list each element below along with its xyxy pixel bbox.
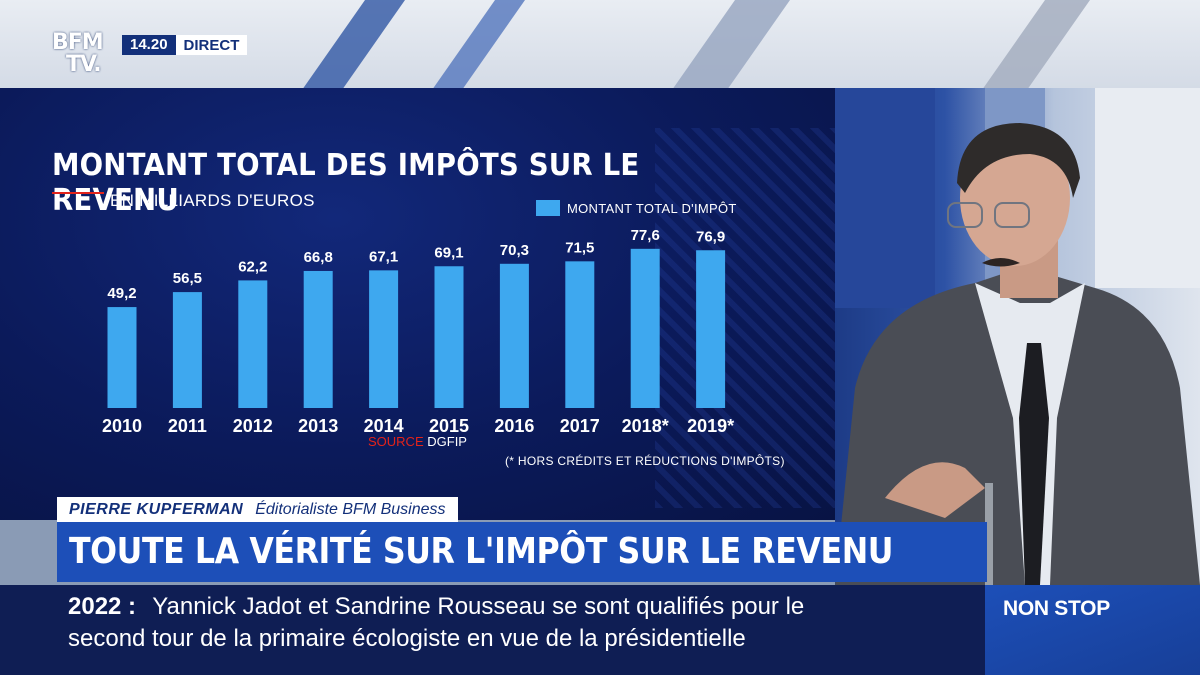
clock-time: 14.20 <box>122 35 176 55</box>
x-tick-label: 2011 <box>168 416 207 436</box>
value-label: 67,1 <box>369 248 398 265</box>
chart-panel: MONTANT TOTAL DES IMPÔTS SUR LE REVENU E… <box>0 88 835 520</box>
guest-name-strap: PIERRE KUPFERMAN Éditorialiste BFM Busin… <box>57 497 458 522</box>
chart-source: SOURCE DGFIP <box>368 434 467 449</box>
chart-subtitle: EN MILLIARDS D'EUROS <box>110 191 315 210</box>
guest-name: PIERRE KUPFERMAN <box>69 500 244 518</box>
ticker-text-1: Yannick Jadot et Sandrine Rousseau se so… <box>152 593 805 620</box>
bar-2018 <box>630 248 660 408</box>
value-label: 62,2 <box>238 258 267 275</box>
x-tick-label: 2015 <box>429 416 469 436</box>
live-clock-badge: 14.20 DIRECT <box>122 35 248 55</box>
chart-footnote: (* HORS CRÉDITS ET RÉDUCTIONS D'IMPÔTS) <box>505 454 785 468</box>
guest-video-feed <box>835 88 1200 585</box>
decorative-pattern <box>655 128 835 508</box>
news-ticker: 2022 : Yannick Jadot et Sandrine Roussea… <box>0 585 985 675</box>
bar-2012 <box>238 280 268 408</box>
bar-2015 <box>434 266 464 408</box>
bar-2013 <box>303 270 333 408</box>
bar-chart-svg: 49,2 2010 56,5 2011 62,2 2012 66,8 2013 67,1 2014… <box>102 227 734 436</box>
program-tag-box: NON STOP <box>985 585 1200 675</box>
headline-text: TOUTE LA VÉRITÉ SUR L'IMPÔT SUR LE REVEN… <box>69 531 894 572</box>
bar-2011 <box>172 292 202 408</box>
value-label: 77,6 <box>631 227 660 244</box>
value-label: 56,5 <box>173 270 202 287</box>
legend-label: MONTANT TOTAL D'IMPÔT <box>567 200 737 216</box>
program-tag: NON STOP <box>1003 597 1110 620</box>
bar-2019 <box>696 250 726 408</box>
value-label: 49,2 <box>107 285 136 302</box>
logo-line-2: TV. <box>66 52 102 77</box>
ticker-tag: 2022 : <box>68 593 137 620</box>
source-label: SOURCE <box>368 434 424 449</box>
bar-2014 <box>369 270 399 408</box>
x-tick-label: 2013 <box>298 416 338 436</box>
live-label: DIRECT <box>183 36 240 54</box>
ticker-line-2: second tour de la primaire écologiste en… <box>68 625 746 652</box>
value-label: 76,9 <box>696 228 725 245</box>
chart-title: MONTANT TOTAL DES IMPÔTS SUR LE REVENU <box>52 148 640 218</box>
x-tick-label: 2014 <box>364 416 404 436</box>
x-tick-label: 2019* <box>687 416 734 436</box>
source-name: DGFIP <box>427 434 467 449</box>
bar-2017 <box>565 261 595 408</box>
value-label: 71,5 <box>565 239 594 256</box>
chart-legend: MONTANT TOTAL D'IMPÔT <box>536 200 737 216</box>
channel-logo: BFM TV. <box>52 30 114 84</box>
title-accent-line <box>52 192 104 194</box>
value-label: 66,8 <box>304 249 333 266</box>
x-tick-label: 2010 <box>102 416 142 436</box>
value-label: 70,3 <box>500 242 529 259</box>
legend-swatch <box>536 200 560 216</box>
guest-role: Éditorialiste BFM Business <box>255 500 446 518</box>
logo-line-1: BFM <box>52 30 104 55</box>
bar-2010 <box>107 307 137 408</box>
x-tick-label: 2018* <box>622 416 669 436</box>
headline-banner: TOUTE LA VÉRITÉ SUR L'IMPÔT SUR LE REVEN… <box>57 522 987 582</box>
x-tick-label: 2016 <box>494 416 534 436</box>
x-tick-label: 2012 <box>233 416 273 436</box>
x-tick-label: 2017 <box>560 416 600 436</box>
value-label: 69,1 <box>434 244 463 261</box>
guest-figure <box>835 123 1200 585</box>
ticker-line-1: 2022 : Yannick Jadot et Sandrine Roussea… <box>68 593 804 621</box>
bar-2016 <box>499 263 529 408</box>
